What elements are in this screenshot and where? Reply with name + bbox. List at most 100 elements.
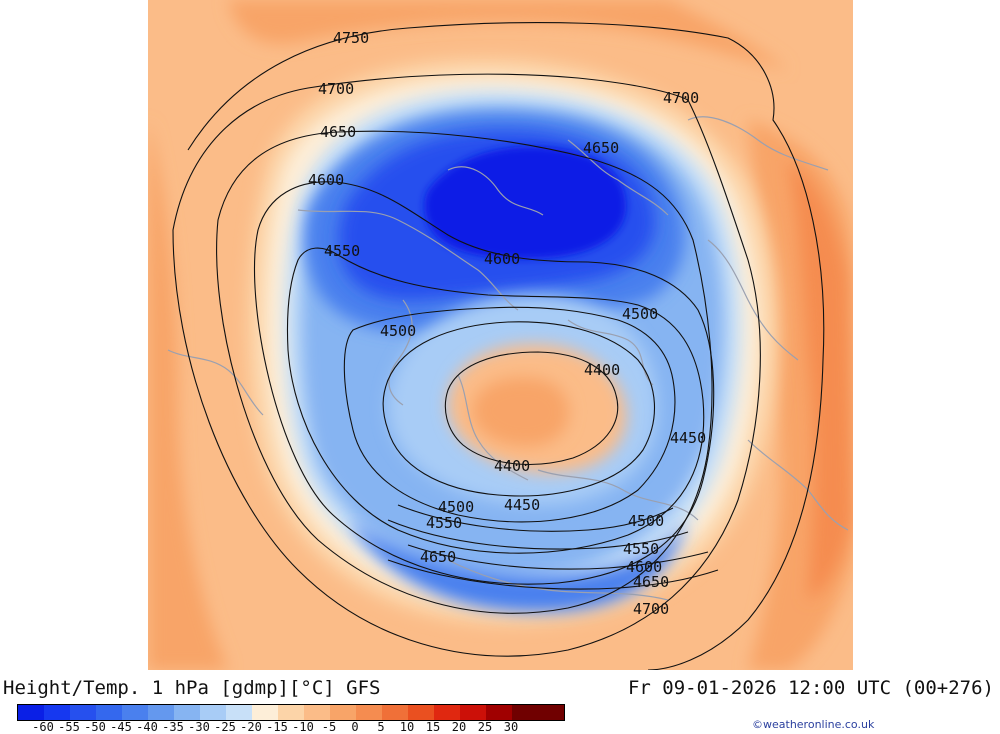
color-scale-tick-label: -10 bbox=[292, 720, 314, 734]
map-area: 4750 4700 4700 4650 4650 4600 4600 4550 4500 4500… bbox=[148, 0, 853, 670]
color-scale-tick-label: -40 bbox=[136, 720, 158, 734]
warm-region-top bbox=[228, 0, 788, 70]
valid-time: Fr 09-01-2026 12:00 UTC (00+276) bbox=[627, 677, 994, 699]
coastline-1 bbox=[297, 209, 519, 311]
coastline-11 bbox=[167, 349, 264, 416]
color-scale-cell bbox=[226, 705, 252, 720]
color-scale-cell bbox=[70, 705, 96, 720]
color-scale-cell bbox=[174, 705, 200, 720]
coastline-2 bbox=[388, 299, 413, 406]
coastline-5 bbox=[567, 319, 654, 386]
contour-4600 bbox=[253, 181, 715, 585]
coastlines bbox=[167, 116, 849, 601]
cold-core-top-deep bbox=[424, 146, 627, 260]
credit-text[interactable]: ©weatheronline.co.uk bbox=[752, 718, 875, 731]
color-scale-tick-label: 0 bbox=[351, 720, 359, 734]
color-scale-cell bbox=[252, 705, 278, 720]
contour-4600-south bbox=[407, 544, 709, 570]
color-scale-cell bbox=[278, 705, 304, 720]
color-scale-tick-label: -25 bbox=[214, 720, 236, 734]
contour-4550-south bbox=[387, 519, 689, 550]
contour-4500 bbox=[343, 306, 676, 523]
contour-label: 4700 bbox=[318, 80, 354, 98]
color-scale-cell bbox=[408, 705, 434, 720]
contour-label: 4550 bbox=[324, 242, 360, 260]
coastline-4 bbox=[567, 139, 669, 216]
coastline-3 bbox=[447, 166, 544, 216]
color-scale-cell bbox=[434, 705, 460, 720]
color-scale-tick-label: -30 bbox=[188, 720, 210, 734]
color-scale-cell bbox=[460, 705, 486, 720]
contour-label: 4500 bbox=[622, 305, 658, 323]
contour-label: 4600 bbox=[626, 558, 662, 576]
warm-region-right-core bbox=[788, 160, 853, 600]
color-scale-cell bbox=[486, 705, 512, 720]
contour-label: 4500 bbox=[380, 322, 416, 340]
contour-4700 bbox=[172, 73, 761, 657]
contour-4550 bbox=[286, 247, 705, 554]
contour-label: 4450 bbox=[670, 429, 706, 447]
color-scale-cell bbox=[382, 705, 408, 720]
contour-label: 4400 bbox=[584, 361, 620, 379]
map-title: Height/Temp. 1 hPa [gdmp][°C] GFS bbox=[3, 677, 381, 699]
color-scale-cell bbox=[122, 705, 148, 720]
color-scale-tick-label: -50 bbox=[84, 720, 106, 734]
color-scale-tick-label: 25 bbox=[477, 720, 493, 734]
contour-label: 4550 bbox=[623, 540, 659, 558]
contour-label: 4650 bbox=[583, 139, 619, 157]
color-scale bbox=[17, 704, 565, 721]
contour-4750 bbox=[187, 22, 825, 670]
color-scale-tick-label: -45 bbox=[110, 720, 132, 734]
color-scale-tick-label: 30 bbox=[503, 720, 519, 734]
contour-label: 4450 bbox=[504, 496, 540, 514]
contour-label: 4500 bbox=[438, 498, 474, 516]
color-scale-cell bbox=[356, 705, 382, 720]
contour-label: 4650 bbox=[420, 548, 456, 566]
coastline-8 bbox=[447, 559, 669, 601]
color-scale-tick-label: 5 bbox=[377, 720, 385, 734]
contour-4450 bbox=[382, 321, 656, 497]
color-scale-cell bbox=[512, 705, 538, 720]
color-scale-tick-label: -5 bbox=[321, 720, 337, 734]
contour-label: 4750 bbox=[333, 29, 369, 47]
contour-4650 bbox=[216, 130, 713, 614]
coastline-7 bbox=[537, 469, 699, 521]
color-scale-tick-label: -60 bbox=[32, 720, 54, 734]
contour-label: 4700 bbox=[663, 89, 699, 107]
contour-label: 4500 bbox=[628, 512, 664, 530]
color-scale-cell bbox=[44, 705, 70, 720]
color-scale-tick-label: 20 bbox=[451, 720, 467, 734]
coastline-9 bbox=[707, 239, 799, 361]
color-scale-tick-label: -35 bbox=[162, 720, 184, 734]
color-scale-ticks: -60 -55 -50 -45 -40 -35 -30 -25 -20 -15 -10 -5 0 5 10 1… bbox=[17, 720, 577, 734]
warm-center-core bbox=[472, 377, 569, 447]
contour-4400 bbox=[444, 351, 619, 465]
color-scale-cell bbox=[538, 705, 564, 720]
temperature-field bbox=[148, 0, 853, 670]
contour-label: 4650 bbox=[320, 123, 356, 141]
height-contours bbox=[172, 22, 825, 670]
color-scale-tick-label: -15 bbox=[266, 720, 288, 734]
color-scale-tick-label: 10 bbox=[399, 720, 415, 734]
contour-label: 4600 bbox=[484, 250, 520, 268]
coastline-10 bbox=[687, 116, 829, 171]
color-scale-tick-label: -55 bbox=[58, 720, 80, 734]
color-scale-cell bbox=[148, 705, 174, 720]
color-scale-cell bbox=[330, 705, 356, 720]
color-scale-cell bbox=[18, 705, 44, 720]
color-scale-tick-label: 15 bbox=[425, 720, 441, 734]
contour-4500-south bbox=[397, 504, 674, 532]
coastline-6 bbox=[457, 374, 529, 481]
contour-label: 4550 bbox=[426, 514, 462, 532]
color-scale-cell bbox=[304, 705, 330, 720]
color-scale-tick-label: -20 bbox=[240, 720, 262, 734]
contour-label: 4600 bbox=[308, 171, 344, 189]
color-scale-cell bbox=[200, 705, 226, 720]
contour-label: 4650 bbox=[633, 573, 669, 591]
contour-4650-south bbox=[387, 559, 719, 590]
contour-label: 4700 bbox=[633, 600, 669, 618]
warm-region-left bbox=[148, 120, 228, 670]
color-scale-cell bbox=[96, 705, 122, 720]
